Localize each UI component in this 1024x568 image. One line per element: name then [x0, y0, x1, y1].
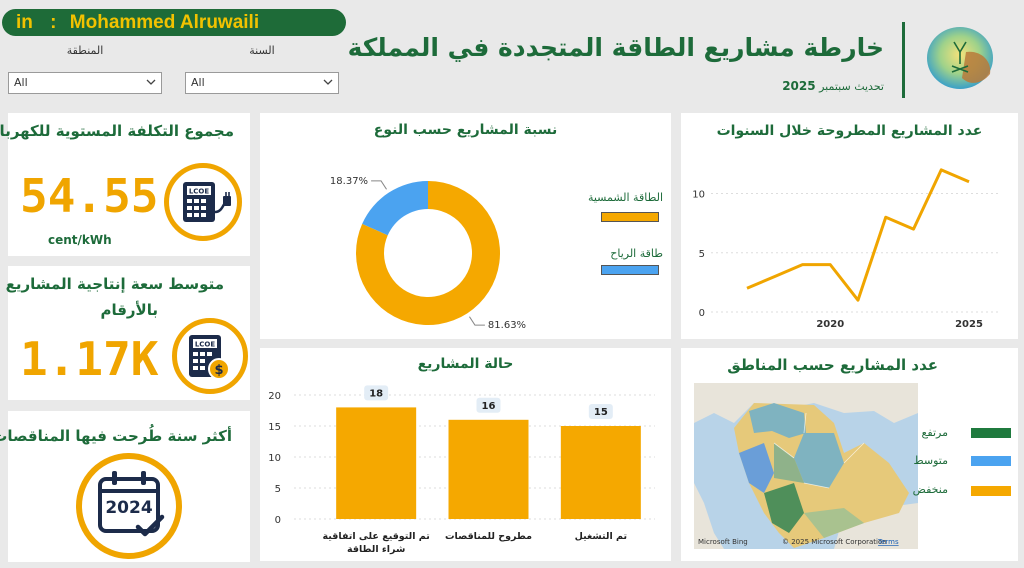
map-title: عدد المشاريع حسب المناطق	[727, 356, 938, 374]
map-legend-medium-label: متوسط	[913, 454, 948, 467]
capacity-icon-ring: LCOE $	[172, 318, 248, 394]
bar-ytick: 15	[268, 422, 281, 433]
bar-1[interactable]	[448, 419, 529, 519]
capacity-icon-text: LCOE	[195, 341, 216, 349]
line-ytick: 10	[692, 190, 705, 201]
bar-value-label: 15	[594, 407, 608, 418]
map-legend-low-label: منخفض	[912, 483, 948, 496]
bar-title: حالة المشاريع	[417, 356, 514, 372]
line-title: عدد المشاريع المطروحة خلال السنوات	[716, 123, 983, 139]
bar-category-label: تم التشغيل	[575, 531, 627, 542]
legend-wind-swatch	[601, 265, 659, 275]
legend-solar-swatch	[601, 212, 659, 222]
map-legend-low-swatch	[971, 486, 1011, 496]
project-status-card: حالة المشاريع 0 5 10 15 20 18 16 15 تم التوقيع…	[260, 348, 671, 561]
header-divider	[902, 22, 905, 98]
map-attribution-right: © 2025 Microsoft Corporation	[782, 538, 887, 546]
line-xtick: 2020	[816, 319, 844, 330]
map-legend-high-swatch	[971, 428, 1011, 438]
top-year-kpi-card: أكثر سنة طُرحت فيها المناقصات 2024	[0, 411, 250, 562]
bar-ytick: 20	[268, 391, 281, 402]
linkedin-separator: :	[50, 12, 57, 33]
donut-label-wind: 18.37%	[330, 176, 368, 187]
update-year: 2025	[782, 79, 816, 93]
chevron-down-icon	[146, 79, 156, 85]
lcoe-icon-text: LCOE	[189, 188, 210, 196]
svg-text:$: $	[214, 363, 223, 378]
bar-ytick: 5	[275, 484, 281, 495]
update-prefix: تحديث سبتمبر	[819, 80, 884, 93]
region-filter-dropdown[interactable]: All	[8, 72, 162, 94]
update-date: تحديث سبتمبر 2025	[782, 79, 884, 93]
year-filter-label: السنة	[249, 44, 275, 57]
year-filter-dropdown[interactable]: All	[185, 72, 339, 94]
calculator-plug-icon: LCOE	[183, 182, 231, 222]
line-xtick: 2025	[955, 319, 983, 330]
capacity-title-line1: متوسط سعة إنتاجية المشاريع	[5, 275, 224, 293]
donut-leader-wind	[371, 180, 387, 190]
regions-map-card: عدد المشاريع حسب المناطق Microsoft Bing …	[681, 348, 1018, 561]
bar-label-bg	[476, 397, 501, 413]
lcoe-value: 54.55	[20, 169, 159, 223]
bar-0[interactable]	[336, 407, 417, 519]
donut-title: نسبة المشاريع حسب النوع	[373, 122, 558, 138]
page-title: خارطة مشاريع الطاقة المتجددة في المملكة	[347, 33, 884, 62]
line-series	[746, 168, 970, 302]
type-share-card: نسبة المشاريع حسب النوع 81.63% 18.37% ال…	[260, 113, 671, 339]
yearly-projects-card: عدد المشاريع المطروحة خلال السنوات 0 5 10 …	[681, 113, 1018, 339]
saudi-regions-map[interactable]: Microsoft Bing © 2025 Microsoft Corporat…	[694, 383, 918, 549]
lcoe-title: مجموع التكلفة المستوية للكهرباء	[0, 122, 234, 140]
linkedin-banner[interactable]: in : Mohammed Alruwaili	[2, 9, 346, 36]
region-filter-label: المنطقة	[66, 44, 104, 57]
lcoe-icon-ring: LCOE	[164, 163, 242, 241]
map-legend-high-label: مرتفع	[921, 426, 948, 439]
linkedin-icon: in	[16, 12, 33, 33]
bar-category-label-2: شراء الطاقة	[347, 544, 405, 555]
donut-slice-1[interactable]	[362, 181, 428, 236]
year-filter-value: All	[191, 76, 205, 89]
author-name: Mohammed Alruwaili	[69, 12, 260, 33]
lcoe-kpi-card: مجموع التكلفة المستوية للكهرباء 54.55 ce…	[0, 113, 250, 256]
donut-slice-0[interactable]	[356, 181, 500, 325]
lcoe-unit: cent/kWh	[48, 233, 112, 247]
bar-category-label: تم التوقيع على اتفاقية	[323, 531, 430, 542]
capacity-title-line2: بالأرقام	[100, 301, 158, 319]
map-terms-link[interactable]: Terms	[877, 538, 899, 546]
map-region-west[interactable]	[774, 443, 804, 483]
bar-label-bg	[364, 385, 389, 401]
bar-value-label: 18	[369, 388, 383, 399]
chevron-down-icon	[323, 79, 333, 85]
bar-ytick: 0	[275, 515, 281, 526]
capacity-kpi-card: متوسط سعة إنتاجية المشاريع بالأرقام 1.17…	[5, 266, 250, 400]
capacity-value: 1.17K	[20, 332, 159, 386]
calendar-check-icon: 2024	[98, 471, 165, 537]
line-chart: 0 5 10 2020 2025	[692, 168, 999, 330]
top-year-value: 2024	[105, 498, 152, 518]
map-region-medium[interactable]	[739, 443, 774, 493]
donut-label-solar: 81.63%	[488, 320, 526, 331]
map-region-north[interactable]	[749, 403, 806, 438]
map-region-center[interactable]	[794, 433, 844, 488]
calendar-icon-ring: 2024	[76, 453, 182, 559]
legend-solar-label: الطاقة الشمسية	[587, 191, 663, 204]
donut-leader-solar	[469, 316, 485, 326]
line-ytick: 0	[699, 308, 705, 319]
bar-category-label: مطروح للمناقصات	[445, 531, 532, 542]
bar-label-bg	[588, 404, 613, 419]
saudi-logo-icon	[927, 27, 993, 89]
region-filter-value: All	[14, 76, 28, 89]
map-legend-medium-swatch	[971, 456, 1011, 466]
map-region-south[interactable]	[804, 508, 864, 538]
map-region-high[interactable]	[764, 483, 804, 533]
top-year-title: أكثر سنة طُرحت فيها المناقصات	[0, 427, 232, 445]
bar-2[interactable]	[560, 426, 641, 519]
bar-ytick: 10	[268, 453, 281, 464]
bar-chart: 0 5 10 15 20 18 16 15 تم التوقيع على اتفاقية شر…	[268, 385, 655, 555]
donut-chart: 81.63% 18.37%	[330, 176, 526, 331]
map-attribution-left: Microsoft Bing	[698, 538, 748, 546]
calculator-dollar-icon: LCOE $	[189, 335, 230, 380]
legend-wind-label: طاقة الرياح	[610, 247, 663, 260]
bar-value-label: 16	[482, 401, 496, 412]
line-ytick: 5	[699, 249, 705, 260]
